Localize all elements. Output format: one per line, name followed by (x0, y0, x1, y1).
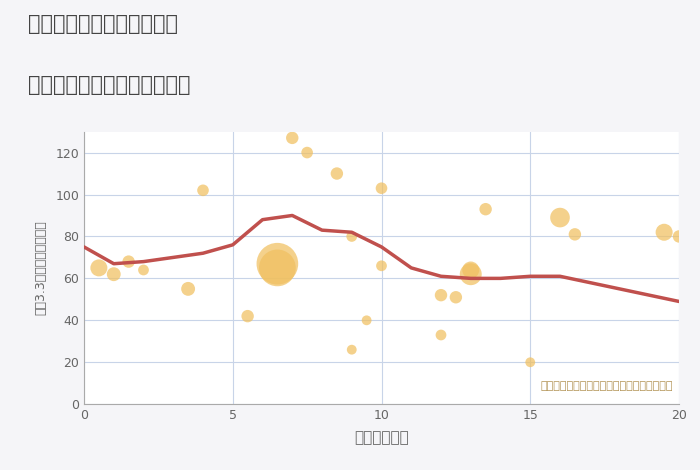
Text: 円の大きさは、取引のあった物件面積を示す: 円の大きさは、取引のあった物件面積を示す (540, 381, 673, 391)
Point (673, 233, 685, 240)
Point (376, 184, 387, 192)
Point (450, 293, 461, 301)
Point (569, 231, 580, 238)
Point (287, 134, 298, 141)
Point (197, 187, 209, 194)
Point (346, 346, 357, 353)
Point (302, 149, 313, 157)
Point (138, 266, 149, 274)
Point (108, 270, 119, 278)
Point (480, 205, 491, 213)
Point (525, 359, 536, 366)
Point (361, 317, 372, 324)
Y-axis label: 坪（3.3㎡）単価（万円）: 坪（3.3㎡）単価（万円） (34, 220, 47, 315)
Point (659, 228, 670, 236)
Point (465, 266, 476, 274)
Point (435, 331, 447, 339)
Text: 愛知県稲沢市平和町横池の: 愛知県稲沢市平和町横池の (28, 14, 178, 34)
Text: 駅距離別中古マンション価格: 駅距離別中古マンション価格 (28, 75, 190, 95)
Point (123, 258, 134, 266)
Point (331, 170, 342, 177)
Point (93, 264, 104, 272)
Point (346, 233, 357, 240)
Point (554, 214, 566, 221)
Point (272, 260, 283, 267)
Point (272, 264, 283, 272)
Point (242, 313, 253, 320)
X-axis label: 駅距離（分）: 駅距離（分） (354, 431, 409, 446)
Point (183, 285, 194, 293)
Point (435, 291, 447, 299)
Point (465, 270, 476, 278)
Point (376, 262, 387, 270)
